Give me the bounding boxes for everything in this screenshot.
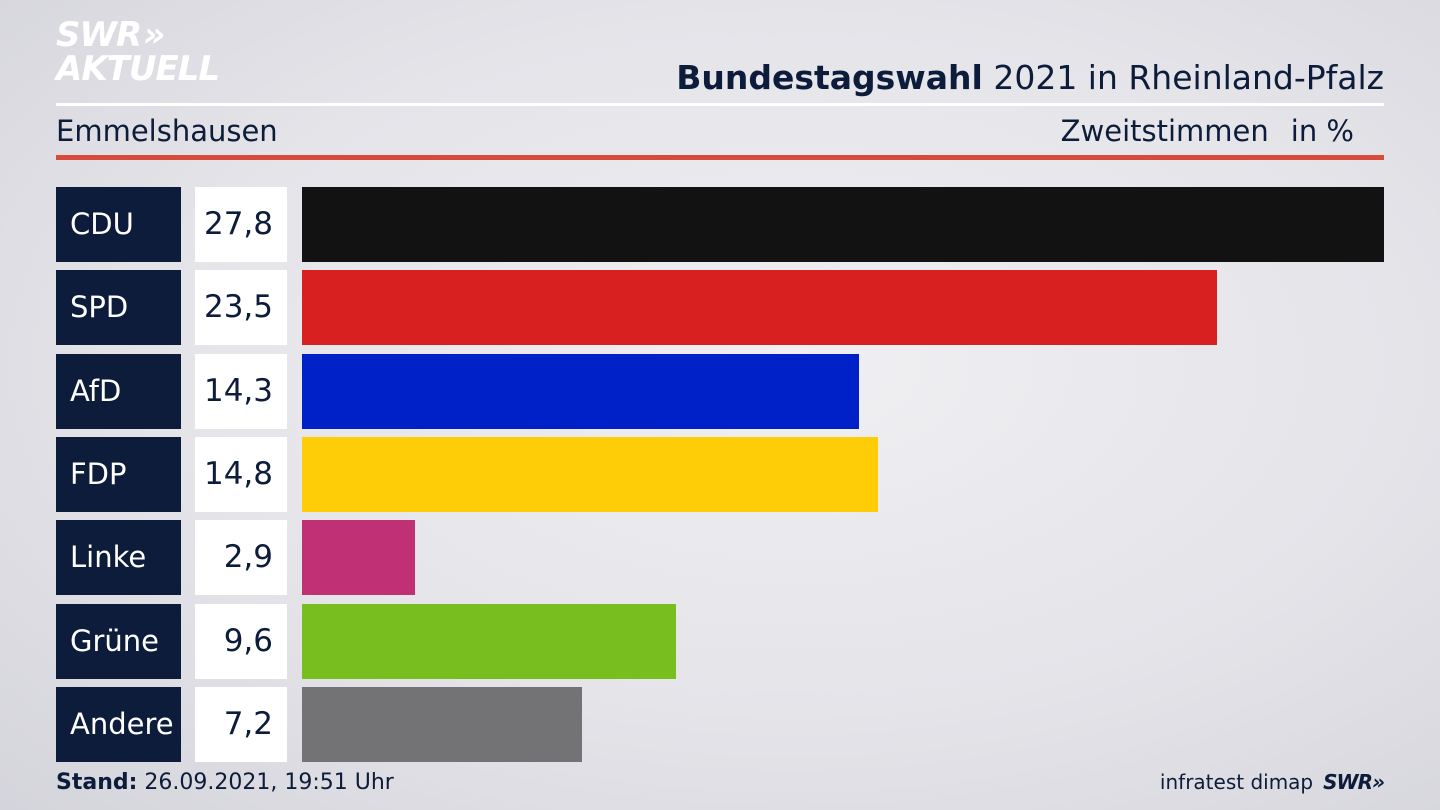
stand-value: 26.09.2021, 19:51 Uhr [137, 770, 394, 795]
value-label: 14,8 [195, 437, 287, 512]
party-label: FDP [56, 437, 181, 512]
bar-cdu [302, 187, 1384, 262]
bar-afd [302, 354, 859, 429]
value-label: 27,8 [195, 187, 287, 262]
value-label: 23,5 [195, 270, 287, 345]
page-title: Bundestagswahl 2021 in Rheinland-Pfalz [676, 58, 1384, 97]
region-label: Emmelshausen [56, 114, 278, 148]
vote-type: Zweitstimmen [1060, 114, 1269, 148]
value-label: 9,6 [195, 604, 287, 679]
bar-grüne [302, 604, 676, 679]
party-label: Grüne [56, 604, 181, 679]
bar-fdp [302, 437, 878, 512]
bar-spd [302, 270, 1217, 345]
bar-andere [302, 687, 582, 762]
title-rest: 2021 in Rheinland-Pfalz [982, 58, 1384, 97]
stand-label: Stand: [56, 770, 138, 795]
vote-type-label: Zweitstimmen in % [1061, 114, 1354, 148]
divider [56, 103, 1384, 106]
swr-aktuell-logo: SWR» AKTUELL [56, 15, 220, 89]
timestamp: Stand: 26.09.2021, 19:51 Uhr [56, 770, 394, 795]
party-label: SPD [56, 270, 181, 345]
bar-linke [302, 520, 415, 595]
unit-label: in % [1290, 114, 1354, 148]
party-label: AfD [56, 354, 181, 429]
title-bold: Bundestagswahl [676, 58, 983, 97]
accent-divider [56, 155, 1384, 160]
party-label: Andere [56, 687, 181, 762]
source-credit: infratest dimap SWR» [1159, 770, 1385, 794]
source-label: infratest dimap [1159, 770, 1314, 794]
swr-logo: SWR» [1323, 770, 1385, 794]
value-label: 7,2 [195, 687, 287, 762]
value-label: 2,9 [195, 520, 287, 595]
value-label: 14,3 [195, 354, 287, 429]
party-label: CDU [56, 187, 181, 262]
party-label: Linke [56, 520, 181, 595]
